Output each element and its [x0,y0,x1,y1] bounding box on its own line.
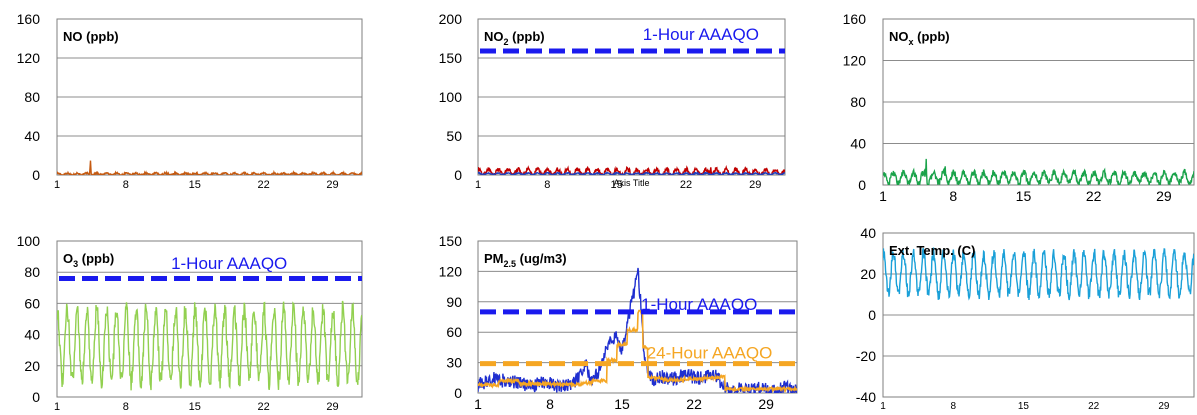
y-tick-label: 0 [32,389,40,405]
x-axis-title: Axis Title [613,178,649,188]
chart-no2: 0 50 100 150 200 1 8 15 22 29 Axis Title 1-Hour AAA… [439,11,786,191]
x-tick-label: 15 [1016,188,1032,204]
x-tick-label: 8 [544,179,550,191]
x-tick-label: 15 [189,401,201,413]
y-tick-label: 90 [446,294,462,310]
x-tick-label: 22 [680,179,692,191]
series-line [57,300,362,391]
chart-no: 0 40 80 120 160 1 8 15 22 29 NO (ppb) [17,11,363,191]
y-tick-label: 80 [24,264,40,280]
y-tick-label: 160 [843,11,867,27]
x-tick-label: 22 [1088,401,1100,412]
y-tick-label: 100 [439,89,463,105]
x-tick-label: 29 [758,396,774,412]
plot-area [477,240,798,394]
x-tick-label: 1 [880,401,886,412]
plot-area [882,232,1195,398]
x-tick-label: 1 [54,179,60,191]
y-tick-label: 100 [17,233,41,249]
x-tick-label: 1 [474,396,482,412]
chart-nox: 0 40 80 120 160 1 8 15 22 29 NOx (ppb) [843,11,1195,204]
x-tick-label: 22 [257,179,269,191]
y-tick-label: 80 [24,89,40,105]
x-tick-label: 22 [1086,188,1102,204]
x-tick-label: 22 [257,401,269,413]
y-tick-label: 120 [439,263,463,279]
y-tick-label: 0 [454,385,462,401]
x-tick-label: 8 [950,401,956,412]
series-line [478,309,797,393]
y-tick-label: 0 [858,177,866,193]
x-tick-label: 8 [123,401,129,413]
x-tick-label: 15 [189,179,201,191]
reference-line-label: 1-Hour AAAQO [641,295,757,314]
y-tick-label: 40 [850,136,866,152]
chart-o3: 0 20 40 60 80 100 1 8 15 22 29 1-Hour AAAQO O3 (ppb) [17,233,363,413]
reference-line-label: 1-Hour AAAQO [171,254,287,273]
chart-title: NO2 (ppb) [484,29,545,47]
x-tick-label: 29 [326,401,338,413]
y-tick-label: 50 [446,128,462,144]
y-tick-label: 60 [446,324,462,340]
y-tick-label: -40 [856,389,876,405]
x-tick-label: 8 [949,188,957,204]
x-tick-label: 1 [54,401,60,413]
y-tick-label: 40 [24,128,40,144]
x-tick-label: 8 [546,396,554,412]
y-tick-label: -20 [856,348,876,364]
series-line [883,158,1194,185]
y-tick-label: 120 [17,50,41,66]
y-tick-label: 20 [860,266,876,282]
chart-title: O3 (ppb) [63,251,114,269]
chart-title: Ext. Temp. (C) [889,243,975,258]
series-line [57,160,362,175]
chart-title: PM2.5 (ug/m3) [484,251,567,269]
chart-pm25: 0 30 60 90 120 150 1 8 15 22 29 1-Hour AAAQO 24-Hour… [439,233,798,412]
y-tick-label: 0 [454,167,462,183]
y-tick-label: 40 [860,225,876,241]
y-tick-label: 0 [32,167,40,183]
x-tick-label: 1 [879,188,887,204]
y-tick-label: 20 [24,358,40,374]
y-tick-label: 0 [868,307,876,323]
y-tick-label: 40 [24,327,40,343]
series-line [883,247,1194,301]
x-tick-label: 22 [686,396,702,412]
x-tick-label: 29 [749,179,761,191]
series-line [478,171,785,175]
y-tick-label: 150 [439,233,463,249]
x-tick-label: 8 [123,179,129,191]
y-tick-label: 200 [439,11,463,27]
y-tick-label: 30 [446,355,462,371]
y-tick-label: 160 [17,11,41,27]
x-tick-label: 1 [475,179,481,191]
x-tick-label: 15 [611,179,623,191]
x-tick-label: 29 [1158,401,1170,412]
reference-line-label: 1-Hour AAAQO [643,25,759,44]
reference-line-label: 24-Hour AAAQO [647,343,773,362]
series-line [478,164,785,175]
chart-title: NO (ppb) [63,29,119,44]
y-tick-label: 80 [850,94,866,110]
y-tick-label: 120 [843,53,867,69]
x-tick-label: 29 [326,179,338,191]
x-tick-label: 29 [1156,188,1172,204]
y-tick-label: 150 [439,50,463,66]
x-tick-label: 15 [614,396,630,412]
chart-temp: -40 -20 0 20 40 1 8 15 22 29 Ext. Temp. (C) [856,225,1195,412]
x-tick-label: 15 [1018,401,1030,412]
y-tick-label: 60 [24,295,40,311]
chart-title: NOx (ppb) [889,29,950,47]
